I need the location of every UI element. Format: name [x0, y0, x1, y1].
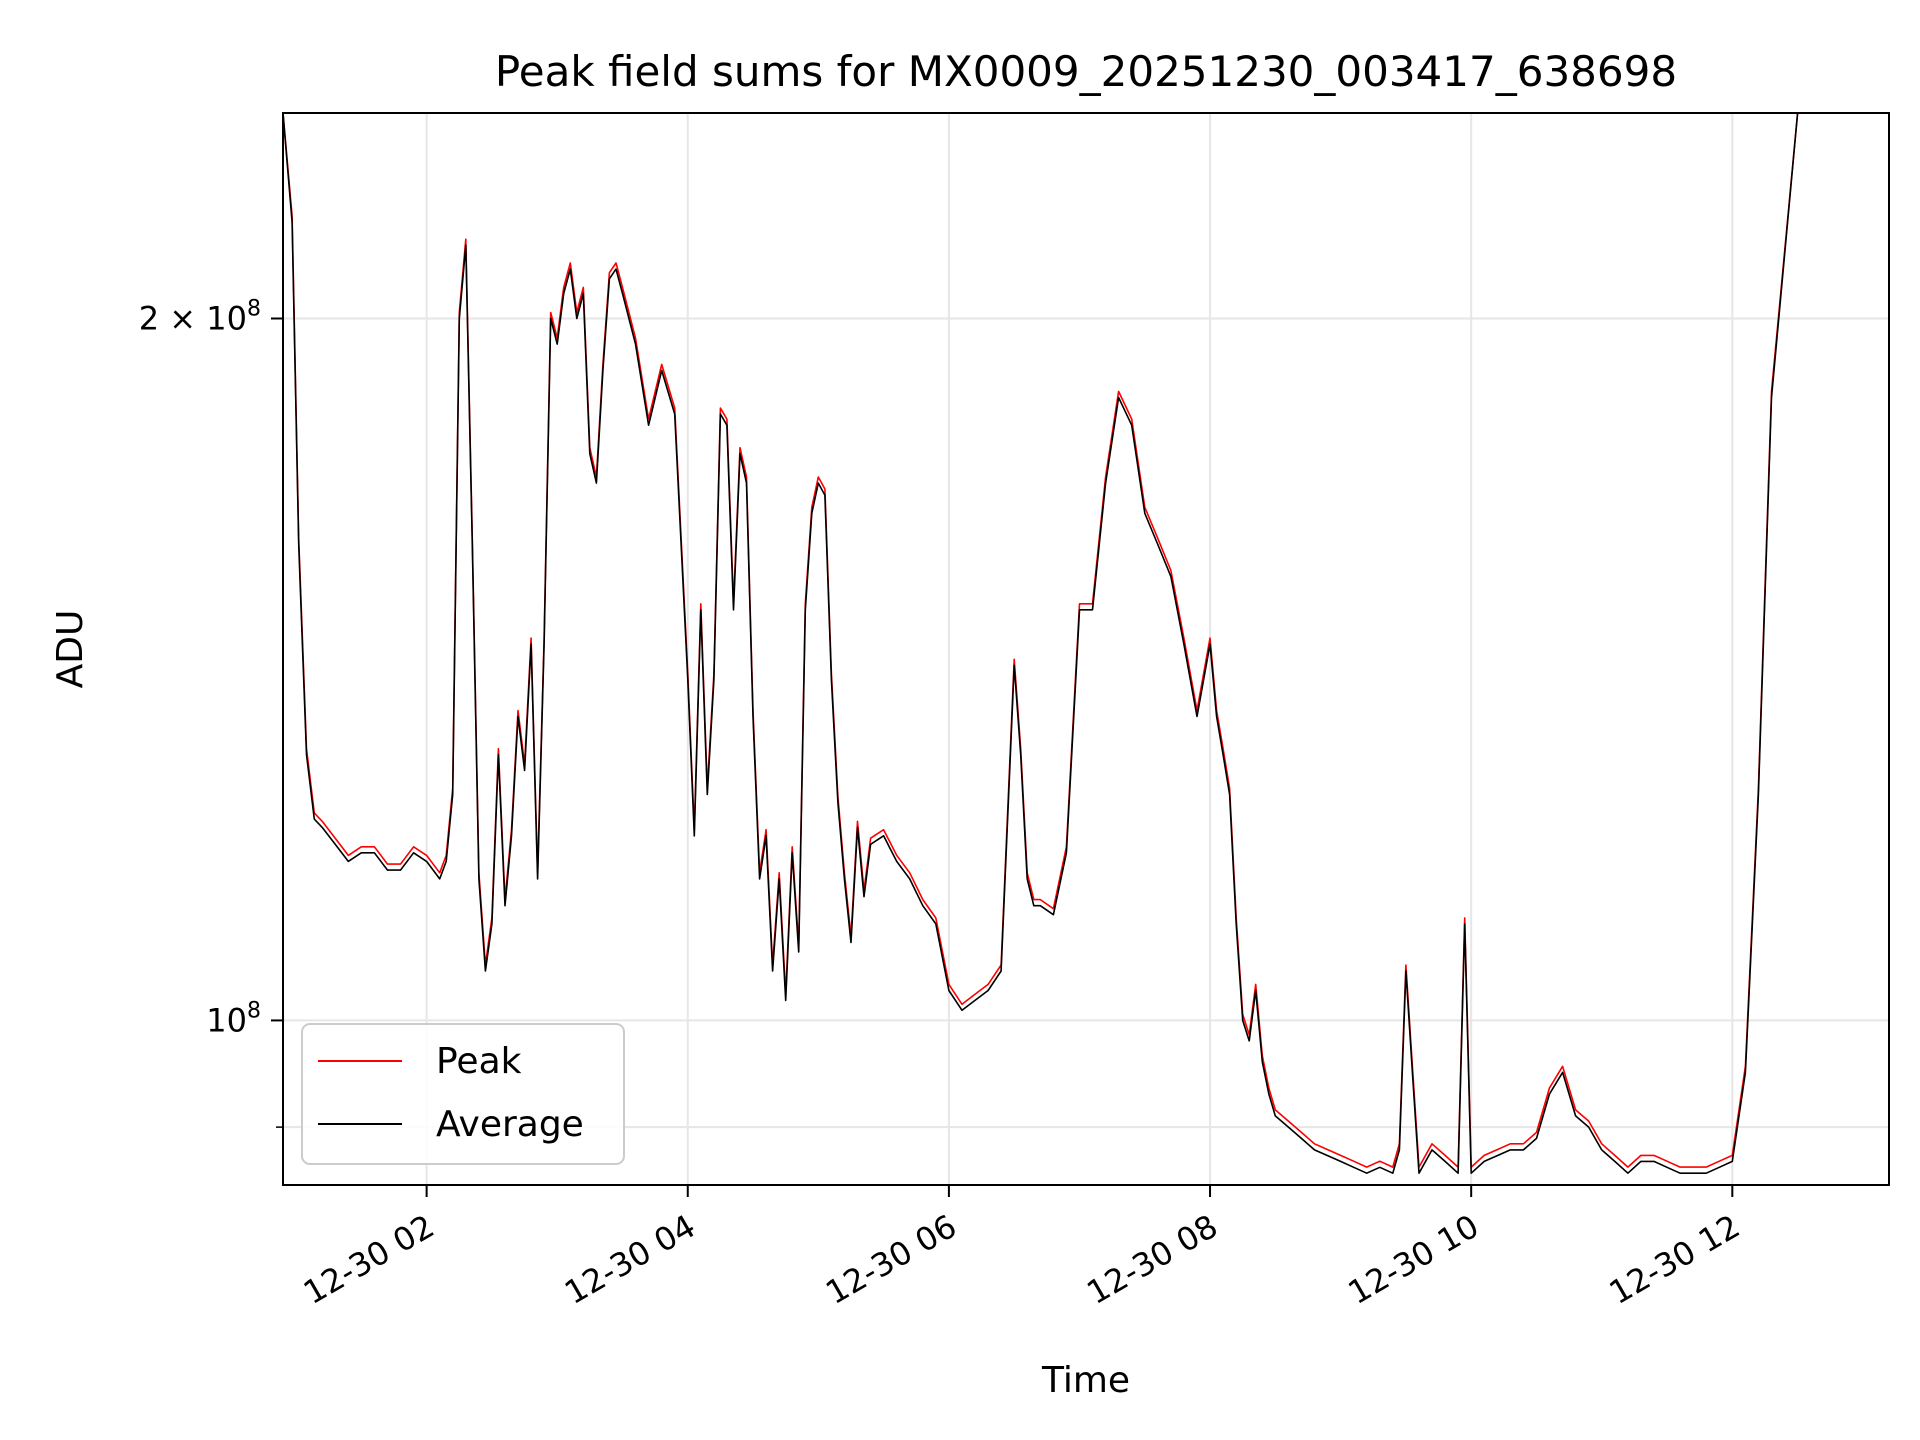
x-tick-label: 12-30 02 — [297, 1207, 441, 1312]
y-tick-label-base: 10 — [206, 1001, 247, 1039]
chart-title: Peak field sums for MX0009_20251230_0034… — [495, 47, 1677, 96]
y-tick-label: 108 — [206, 998, 261, 1039]
y-tick-label-exponent: 8 — [247, 998, 261, 1023]
series-line-average — [282, 112, 1818, 1174]
legend-box — [301, 1023, 625, 1165]
legend: Peak Average — [301, 1023, 625, 1165]
x-axis-title: Time — [1041, 1360, 1130, 1401]
x-tick-label: 12-30 04 — [558, 1207, 702, 1312]
grid — [283, 113, 1889, 1185]
y-tick-label: 2 × 108 — [139, 297, 261, 338]
legend-label-average: Average — [436, 1104, 584, 1145]
y-axis-title: ADU — [50, 610, 91, 689]
x-axis-ticks: 12-30 02 12-30 04 12-30 06 12-30 08 12-30 10… — [297, 1185, 1746, 1312]
x-tick-label: 12-30 08 — [1080, 1207, 1224, 1312]
plot-frame — [282, 112, 1890, 1186]
legend-label-peak: Peak — [436, 1041, 522, 1082]
y-tick-label-exponent: 8 — [247, 297, 261, 322]
x-tick-label: 12-30 12 — [1603, 1207, 1747, 1312]
x-tick-label: 12-30 06 — [819, 1207, 963, 1312]
series-lines — [282, 112, 1818, 1174]
series-line-peak — [282, 112, 1818, 1168]
x-tick-label: 12-30 10 — [1342, 1207, 1486, 1312]
y-tick-label-base: 2 × 10 — [139, 300, 247, 338]
